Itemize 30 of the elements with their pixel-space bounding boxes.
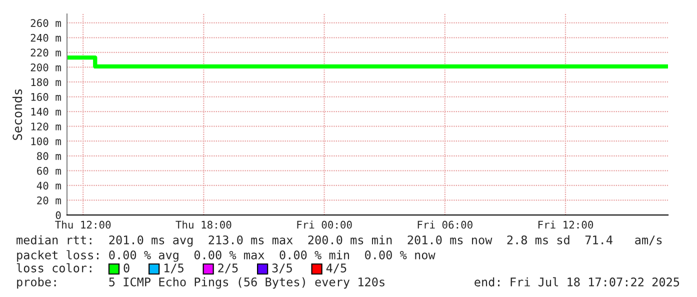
legend-label: 3/5: [272, 264, 292, 274]
y-tick-label: 20 m: [37, 196, 61, 204]
legend-label: 0: [124, 264, 130, 272]
text: loss color:: [16, 263, 92, 272]
y-tick-label: 80 m: [37, 152, 61, 160]
legend-label: 2/5: [218, 264, 238, 274]
x-tick-label: Thu 12:00: [55, 220, 111, 229]
text: probe: 5 ICMP Echo Pings (56 Bytes) every 120s: [17, 277, 384, 289]
y-tick-label: 140 m: [31, 108, 61, 116]
x-tick-label: Fri 06:00: [418, 220, 472, 229]
y-tick-label: 220 m: [30, 48, 61, 57]
x-tick-label: Fri 00:00: [297, 220, 352, 229]
x-tick-label: Thu 18:00: [176, 220, 232, 229]
y-tick-label: 40 m: [36, 182, 61, 190]
y-tick-label: 60 m: [37, 166, 61, 175]
y-tick-label: 160 m: [31, 93, 61, 101]
y-tick-label: 260 m: [30, 19, 61, 27]
y-tick-label: 200 m: [30, 63, 61, 72]
text: packet loss: 0.00 % avg 0.00 % max 0.00 % min 0.00 % now: [17, 250, 436, 262]
y-tick-label: 240 m: [30, 34, 61, 42]
y-tick-label: 120 m: [31, 122, 61, 130]
legend-label: 4/5: [326, 264, 346, 274]
y-tick-label: 0: [56, 211, 61, 220]
y-axis-title: Seconds: [12, 89, 22, 140]
legend-label: 1/5: [164, 264, 184, 274]
y-tick-label: 100 m: [31, 137, 61, 146]
x-tick-label: Fri 12:00: [538, 220, 594, 229]
y-tick-label: 180 m: [31, 78, 61, 86]
text: end: Fri Jul 18 17:07:22 2025: [474, 277, 680, 286]
text: median rtt: 201.0 ms avg 213.0 ms max 200.0 ms min 201.0 ms now 2.8 ms sd 71.4 am/s: [16, 235, 662, 247]
